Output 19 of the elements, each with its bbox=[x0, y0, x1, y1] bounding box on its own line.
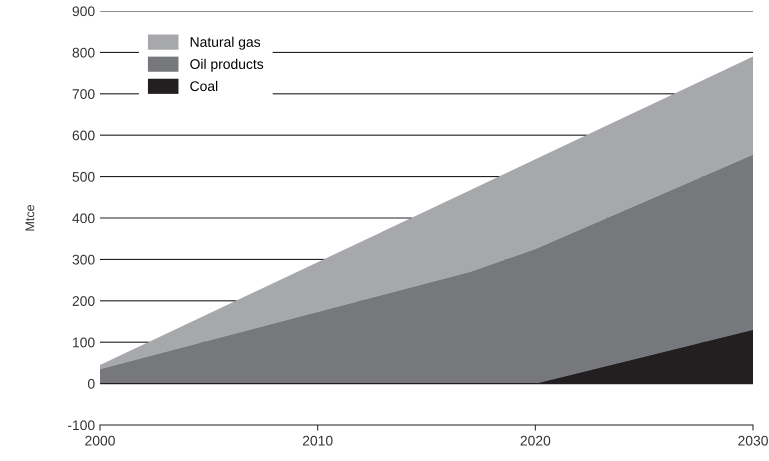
legend-label: Oil products bbox=[190, 58, 264, 72]
y-tick-label: -100 bbox=[68, 420, 95, 430]
x-tick-label: 2020 bbox=[520, 436, 550, 446]
y-tick-label: 0 bbox=[88, 378, 95, 389]
x-tick-label: 2010 bbox=[302, 436, 333, 446]
x-tick-label: 2030 bbox=[738, 436, 768, 446]
y-tick-label: 600 bbox=[72, 130, 95, 140]
y-tick-label: 100 bbox=[73, 338, 95, 348]
y-tick-label: 800 bbox=[72, 48, 95, 58]
y-tick-label: 500 bbox=[72, 172, 95, 182]
y-tick-label: 400 bbox=[72, 213, 95, 224]
y-tick-label: 200 bbox=[72, 296, 95, 306]
legend-label: Natural gas bbox=[190, 36, 260, 50]
y-tick-label: 700 bbox=[72, 89, 95, 99]
y-tick-label: 900 bbox=[72, 6, 95, 16]
legend-label: Coal bbox=[190, 80, 218, 92]
y-axis-title: Mtce bbox=[26, 205, 34, 231]
x-tick-label: 2000 bbox=[85, 436, 115, 446]
y-tick-label: 300 bbox=[72, 254, 95, 265]
